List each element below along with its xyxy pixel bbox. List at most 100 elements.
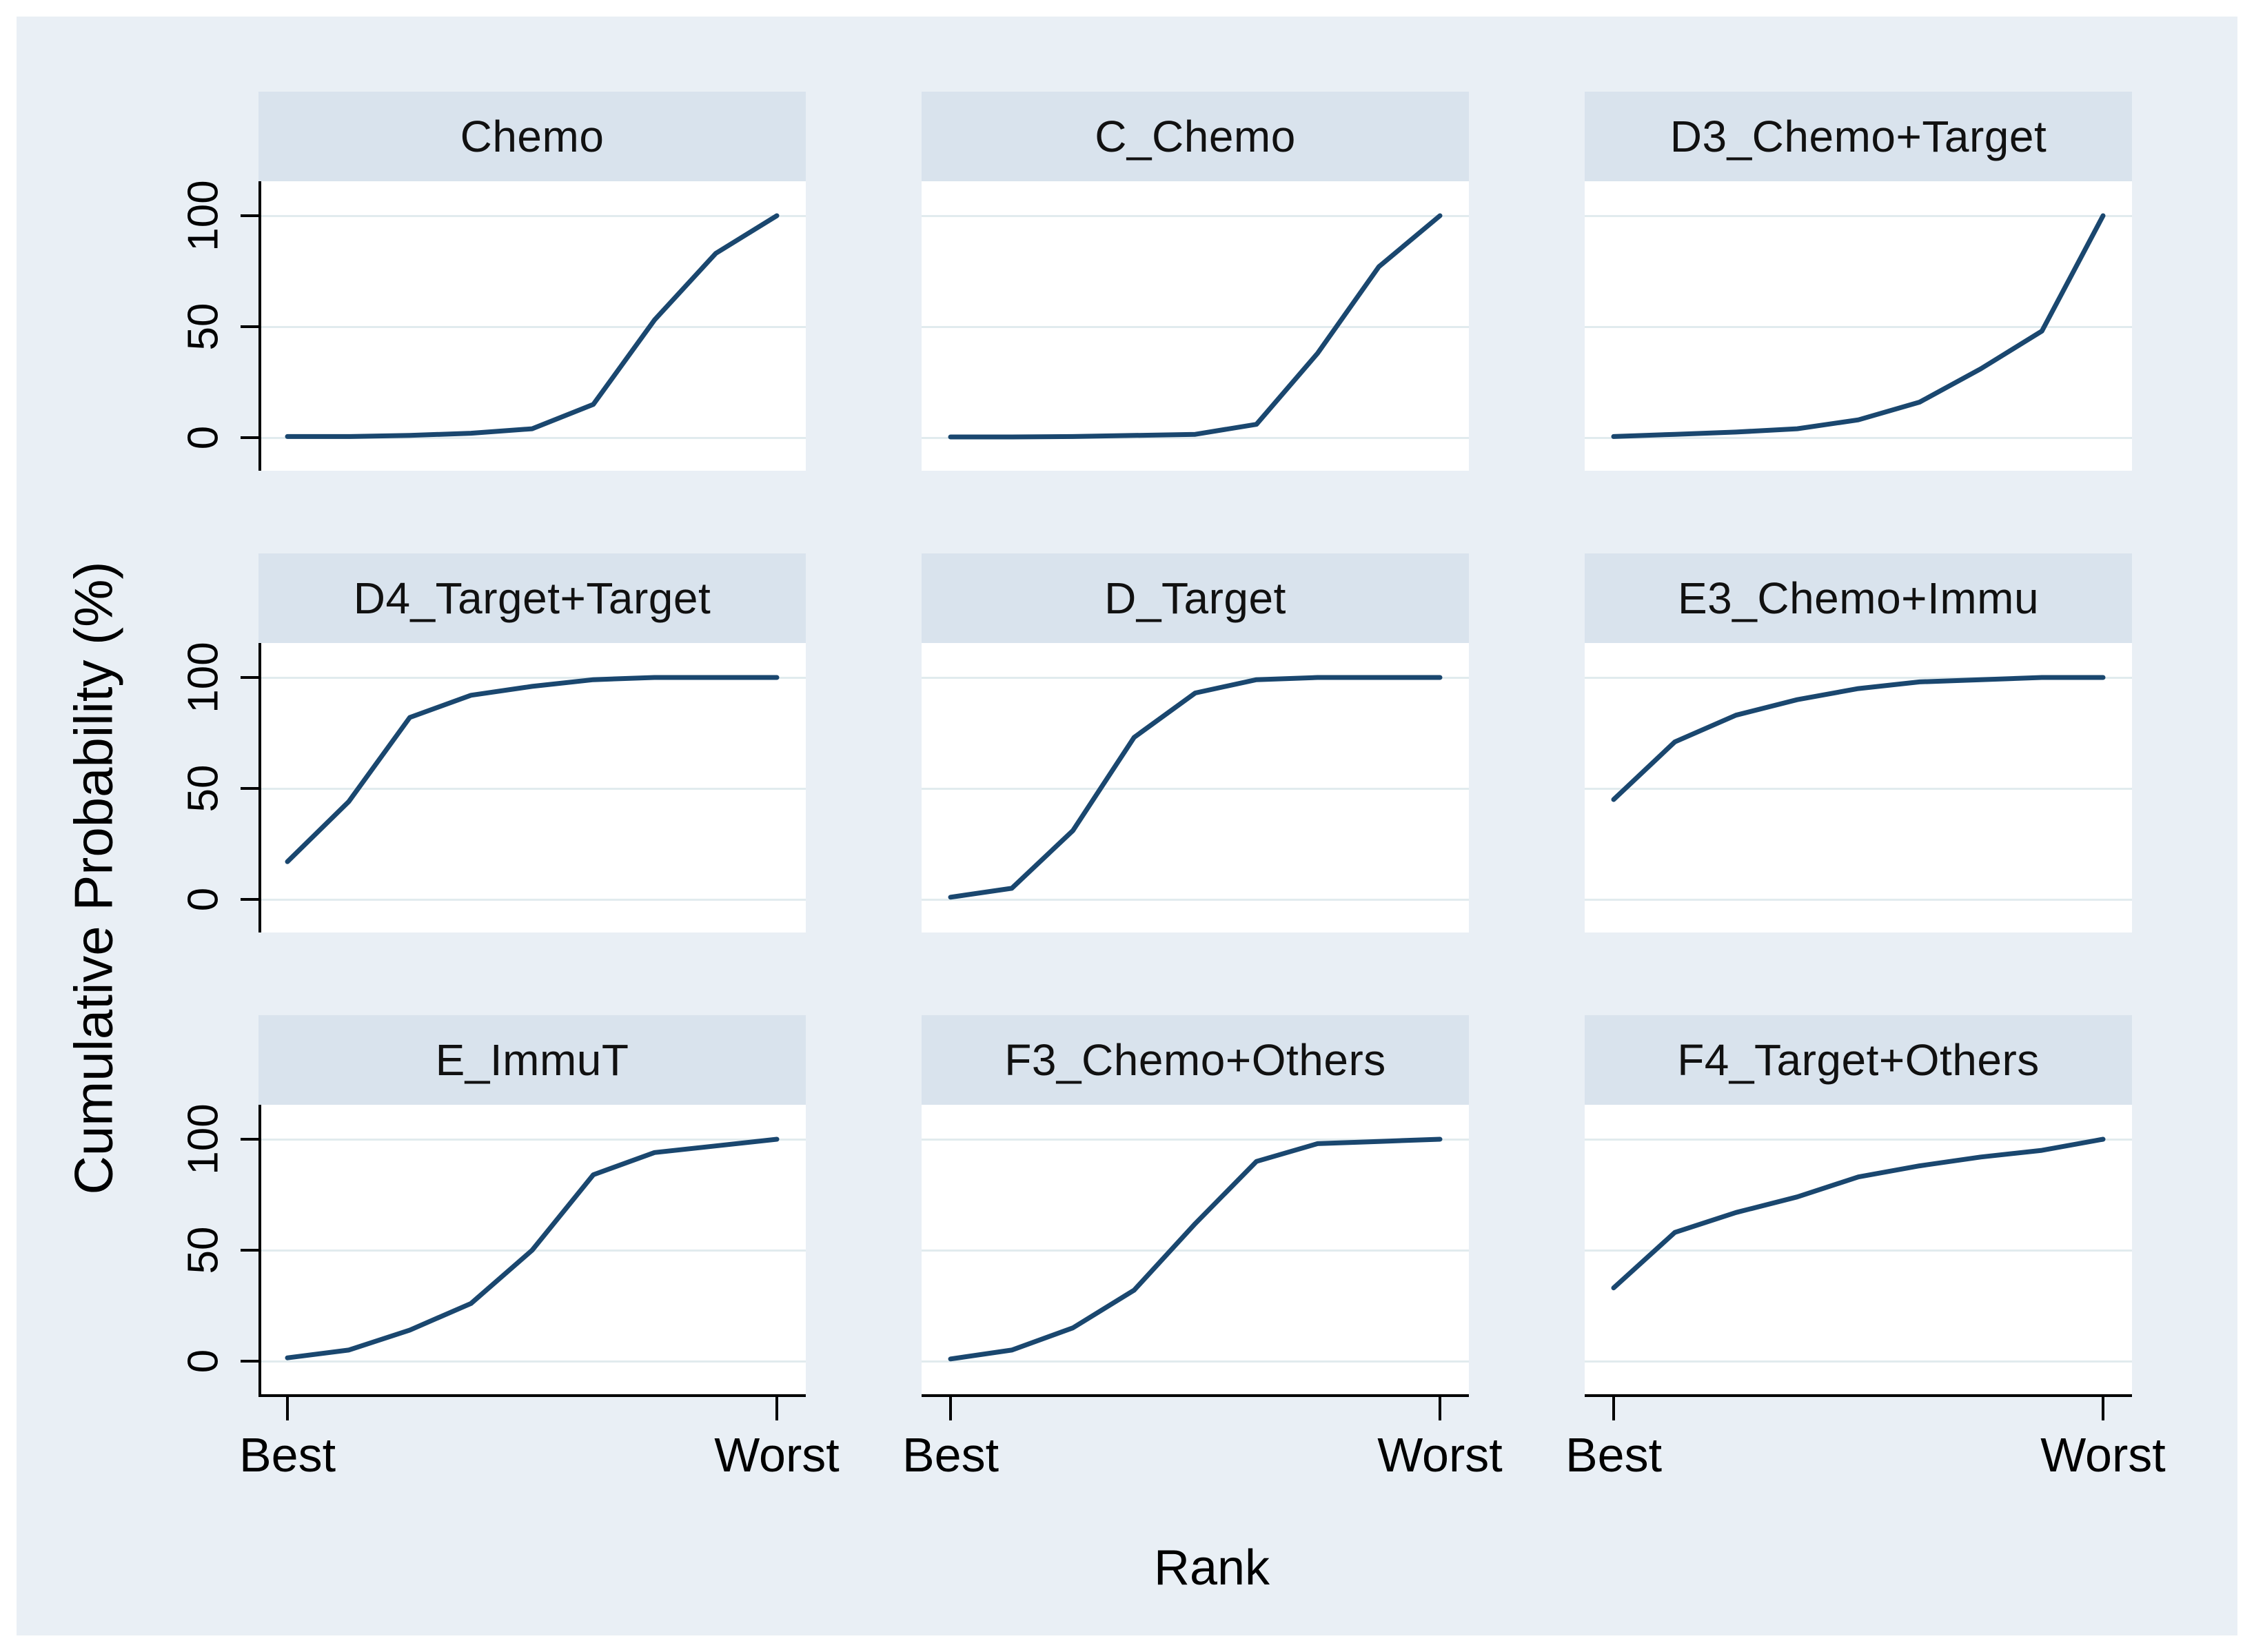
- gridline-0: [258, 899, 806, 901]
- panel-title-band: F3_Chemo+Others: [922, 1015, 1469, 1105]
- y-tick-0: [241, 1360, 258, 1363]
- x-axis-title: Rank: [1153, 1540, 1270, 1595]
- panel-title-band: C_Chemo: [922, 92, 1469, 181]
- gridline-100: [258, 677, 806, 679]
- y-tick-0: [241, 436, 258, 439]
- panel-title-f4-target-others: F4_Target+Others: [1677, 1035, 2040, 1085]
- panel-title-d-target: D_Target: [1104, 573, 1286, 623]
- panel-plot-c-chemo: [922, 181, 1469, 471]
- panel-plot-e3-chemo-immu: [1585, 643, 2132, 932]
- gridline-50: [1585, 1250, 2132, 1252]
- gridline-50: [1585, 326, 2132, 328]
- panel-title-band: D4_Target+Target: [258, 553, 806, 643]
- panel-title-d4-target-target: D4_Target+Target: [353, 573, 711, 623]
- gridline-100: [1585, 1139, 2132, 1141]
- x-tick-worst: [1439, 1397, 1441, 1420]
- x-tick-label-best: Best: [902, 1428, 999, 1482]
- panel-plot-f3-chemo-others: [922, 1105, 1469, 1394]
- gridline-0: [1585, 899, 2132, 901]
- y-axis-line: [258, 643, 261, 932]
- y-tick-100: [241, 1138, 258, 1141]
- panel-plot-d-target: [922, 643, 1469, 932]
- panel-title-chemo: Chemo: [460, 112, 605, 161]
- x-axis-line: [1585, 1394, 2132, 1397]
- panel-title-band: F4_Target+Others: [1585, 1015, 2132, 1105]
- gridline-100: [922, 215, 1469, 217]
- curve-line: [948, 1136, 1443, 1362]
- cumulative-curve-d3-chemo-target: [1611, 213, 2106, 439]
- x-tick-best: [286, 1397, 289, 1420]
- gridline-0: [258, 1360, 806, 1363]
- y-tick-label-100: 100: [179, 1103, 227, 1175]
- cumulative-curve-f3-chemo-others: [948, 1136, 1443, 1362]
- curve-line: [285, 675, 780, 864]
- cumulative-curve-d-target: [948, 675, 1443, 900]
- cumulative-curve-e3-chemo-immu: [1611, 675, 2106, 802]
- gridline-0: [922, 437, 1469, 439]
- y-tick-50: [241, 1249, 258, 1252]
- y-axis-title: Cumulative Probability (%): [63, 561, 124, 1195]
- y-tick-label-0: 0: [179, 1349, 227, 1374]
- cumulative-curve-chemo: [285, 213, 780, 439]
- panel-title-band: Chemo: [258, 92, 806, 181]
- panel-title-d3-chemo-target: D3_Chemo+Target: [1669, 112, 2047, 161]
- cumulative-curve-e-immut: [285, 1136, 780, 1360]
- panel-title-e3-chemo-immu: E3_Chemo+Immu: [1677, 573, 2040, 623]
- curve-line: [285, 1136, 780, 1360]
- y-tick-100: [241, 214, 258, 217]
- panel-plot-chemo: [258, 181, 806, 471]
- curve-line: [948, 675, 1443, 900]
- gridline-0: [1585, 1360, 2132, 1363]
- panel-title-e-immut: E_ImmuT: [435, 1035, 629, 1085]
- y-axis-line: [258, 181, 261, 471]
- curve-line: [1611, 213, 2106, 439]
- x-axis-line: [922, 1394, 1469, 1397]
- gridline-50: [922, 326, 1469, 328]
- cumulative-curve-d4-target-target: [285, 675, 780, 864]
- x-tick-label-best: Best: [1565, 1428, 1663, 1482]
- x-tick-worst: [775, 1397, 778, 1420]
- panel-title-band: E_ImmuT: [258, 1015, 806, 1105]
- y-tick-50: [241, 325, 258, 328]
- panel-plot-d4-target-target: [258, 643, 806, 932]
- x-tick-label-worst: Worst: [714, 1428, 840, 1482]
- y-tick-label-50: 50: [179, 303, 227, 351]
- panel-title-c-chemo: C_Chemo: [1095, 112, 1296, 161]
- figure-background: Chemo 0 50 100 C_Chemo D3_Chemo+Target D4_Targ…: [17, 17, 2237, 1635]
- gridline-50: [922, 788, 1469, 790]
- gridline-0: [258, 437, 806, 439]
- gridline-100: [1585, 677, 2132, 679]
- y-tick-label-50: 50: [179, 1226, 227, 1274]
- curve-line: [1611, 675, 2106, 802]
- x-axis-line: [258, 1394, 806, 1397]
- gridline-0: [1585, 437, 2132, 439]
- panel-title-band: D_Target: [922, 553, 1469, 643]
- panel-plot-f4-target-others: [1585, 1105, 2132, 1394]
- curve-line: [948, 213, 1443, 440]
- gridline-0: [922, 899, 1469, 901]
- y-tick-100: [241, 676, 258, 679]
- gridline-50: [1585, 788, 2132, 790]
- panel-title-band: D3_Chemo+Target: [1585, 92, 2132, 181]
- x-tick-label-worst: Worst: [1377, 1428, 1503, 1482]
- y-tick-label-0: 0: [179, 887, 227, 912]
- gridline-50: [922, 1250, 1469, 1252]
- y-tick-label-100: 100: [179, 180, 227, 252]
- x-tick-label-best: Best: [238, 1428, 336, 1482]
- cumulative-curve-f4-target-others: [1611, 1136, 2106, 1291]
- x-tick-best: [949, 1397, 952, 1420]
- y-tick-label-0: 0: [179, 425, 227, 450]
- y-axis-line: [258, 1105, 261, 1394]
- y-tick-0: [241, 898, 258, 901]
- cumulative-curve-c-chemo: [948, 213, 1443, 440]
- panel-plot-e-immut: [258, 1105, 806, 1394]
- panel-plot-d3-chemo-target: [1585, 181, 2132, 471]
- y-tick-label-50: 50: [179, 764, 227, 813]
- gridline-50: [258, 326, 806, 328]
- gridline-100: [258, 215, 806, 217]
- x-tick-best: [1612, 1397, 1615, 1420]
- gridline-0: [922, 1360, 1469, 1363]
- gridline-100: [922, 677, 1469, 679]
- gridline-100: [258, 1139, 806, 1141]
- gridline-50: [258, 788, 806, 790]
